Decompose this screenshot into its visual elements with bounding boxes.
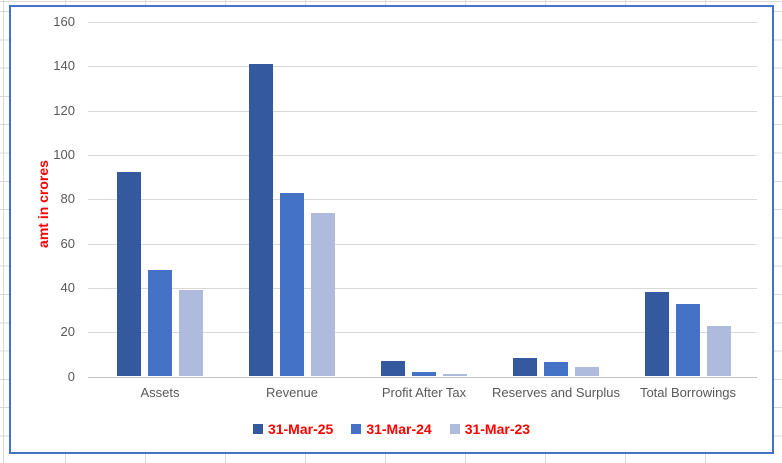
y-tick-label: 20: [60, 324, 75, 340]
plot-area: [94, 7, 754, 376]
y-tick-label: 140: [53, 58, 75, 74]
bar[interactable]: [249, 63, 273, 376]
gridline-40: [88, 287, 757, 289]
bar[interactable]: [179, 289, 203, 376]
bar[interactable]: [645, 291, 669, 376]
y-tick-label: 40: [60, 279, 75, 295]
gridline-100: [88, 154, 757, 156]
legend-marker-icon: [351, 424, 362, 434]
bar[interactable]: [148, 269, 172, 376]
bar[interactable]: [513, 358, 537, 376]
bar[interactable]: [412, 371, 436, 376]
gridline-80: [88, 199, 757, 201]
y-tick-label: 80: [60, 191, 75, 207]
bar[interactable]: [381, 360, 405, 376]
bar-group: [622, 291, 754, 376]
gridline-140: [88, 66, 757, 68]
chart-legend: 31-Mar-25 31-Mar-24 31-Mar-23: [11, 420, 772, 438]
gridline-60: [88, 243, 757, 245]
y-tick-label: 0: [67, 368, 75, 384]
gridline-0: [88, 376, 757, 378]
bar[interactable]: [443, 374, 467, 376]
legend-marker-icon: [252, 424, 263, 434]
gridline-120: [88, 110, 757, 112]
bar[interactable]: [311, 213, 335, 376]
bar-chart-area[interactable]: amt in crores 0 20 40 60 80 100 120 140 160 Asse…: [9, 5, 774, 454]
bar[interactable]: [544, 361, 568, 376]
y-tick-label: 160: [53, 14, 75, 29]
bar[interactable]: [707, 326, 731, 376]
legend-label: 31-Mar-23: [464, 421, 531, 437]
category-label: Assets: [140, 385, 180, 400]
legend-label: 31-Mar-24: [366, 421, 432, 437]
category-label: Revenue: [265, 385, 319, 400]
legend-marker-icon: [449, 424, 460, 434]
bar-group: [490, 358, 622, 376]
bar[interactable]: [676, 304, 700, 376]
bar-group: [226, 63, 358, 376]
gridline-160: [88, 22, 757, 23]
x-axis-category-labels: Assets Revenue Profit After Tax Reserves an…: [94, 385, 754, 401]
legend-item[interactable]: 31-Mar-23: [449, 421, 531, 437]
category-label: Total Borrowings: [639, 385, 737, 400]
gridline-20: [88, 332, 757, 334]
legend-item[interactable]: 31-Mar-24: [351, 421, 432, 437]
y-tick-label: 100: [53, 146, 75, 162]
category-label: Profit After Tax: [381, 385, 467, 400]
y-tick-label: 120: [53, 102, 75, 118]
bar[interactable]: [280, 193, 304, 376]
legend-item[interactable]: 31-Mar-25: [252, 421, 334, 437]
category-label: Reserves and Surplus: [492, 385, 620, 400]
legend-label: 31-Mar-25: [267, 421, 334, 437]
bar[interactable]: [117, 172, 141, 376]
bar[interactable]: [575, 366, 599, 376]
bar-group: [94, 172, 226, 376]
y-tick-label: 60: [60, 235, 75, 251]
bar-group: [358, 360, 490, 376]
